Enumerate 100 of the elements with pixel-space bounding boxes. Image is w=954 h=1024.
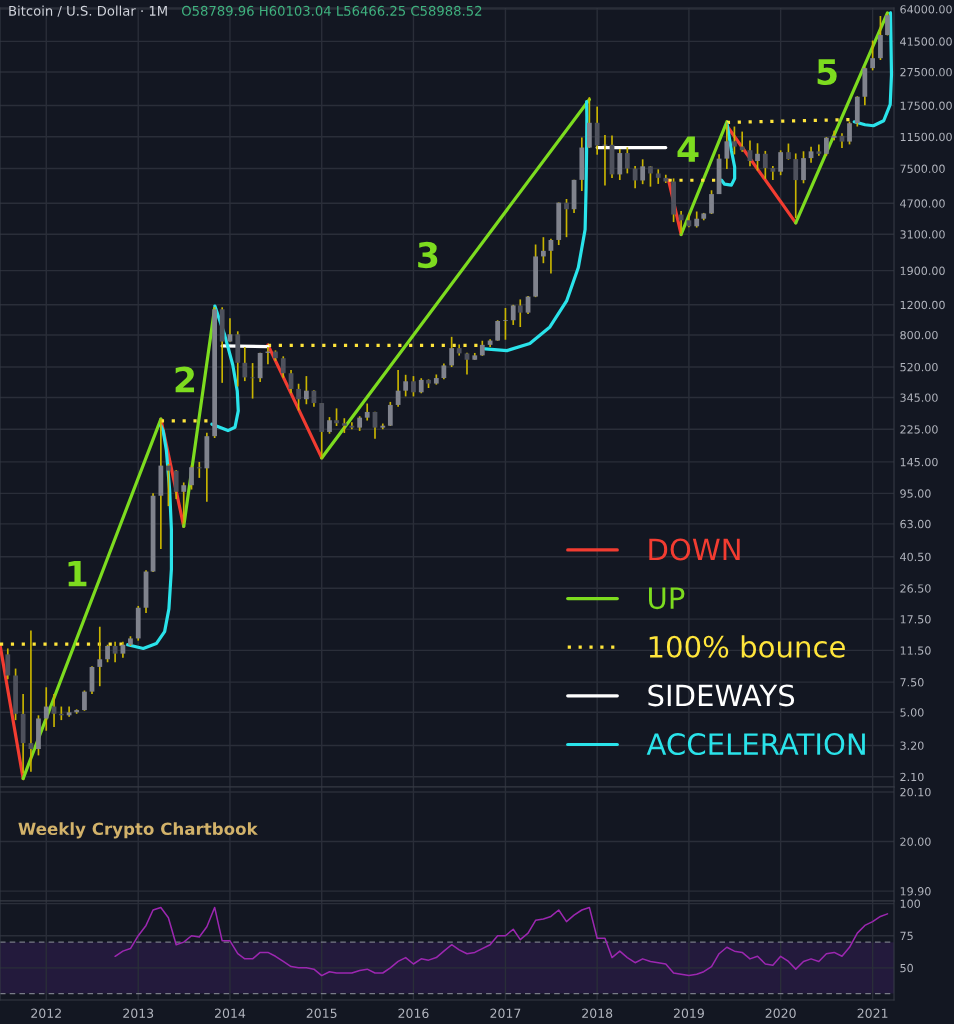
y-tick-label: 5.00 (900, 708, 924, 717)
candlestick (449, 335, 455, 368)
candlestick (227, 317, 233, 343)
candlestick (181, 481, 187, 525)
annotation: 5 (817, 59, 837, 86)
x-tick-label: 2018 (582, 1008, 613, 1019)
candlestick (517, 298, 523, 328)
candlestick (5, 647, 11, 681)
y-tick-label: 17.50 (900, 615, 931, 624)
candlestick (564, 198, 569, 239)
y-tick-label: 27500.00 (900, 67, 952, 77)
candlestick (387, 401, 393, 427)
x-tick-label: 2012 (31, 1008, 61, 1019)
y-tick-label: 41500.00 (900, 37, 952, 46)
x-tick-label: 2020 (765, 1008, 796, 1019)
candlestick (403, 373, 409, 398)
annotation: Weekly Crypto Chartbook (18, 822, 258, 839)
candlestick (847, 120, 852, 146)
y-tick-label: 20.10 (900, 787, 931, 797)
y-tick-label: 64000.00 (900, 5, 952, 14)
y-tick-label: 4700.00 (900, 199, 945, 208)
candlestick (632, 165, 638, 190)
candlestick (82, 689, 87, 712)
candlestick (824, 136, 829, 157)
legend-label: UP (649, 587, 685, 610)
candlestick (296, 382, 301, 412)
candlestick (303, 375, 309, 406)
candlestick (189, 464, 194, 491)
candlestick (341, 417, 347, 434)
candlestick (624, 146, 630, 175)
candlestick (762, 150, 768, 180)
y-tick-label: 95.00 (900, 489, 931, 498)
candlestick (242, 346, 248, 382)
y-tick-label: 1900.00 (900, 266, 945, 276)
x-tick-label: 2019 (673, 1008, 704, 1019)
candlestick (678, 210, 684, 235)
candlestick (793, 152, 799, 219)
legend-label: 100% bounce (649, 635, 845, 658)
candlestick (648, 165, 653, 188)
candlestick (541, 236, 546, 265)
y-tick-label: 800.00 (900, 330, 938, 340)
x-tick-label: 2014 (214, 1008, 246, 1019)
candlestick (617, 148, 623, 181)
annotation: 2 (175, 366, 195, 393)
candlestick (709, 189, 714, 215)
chart-subtitle: O58789.96 H60103.04 L56466.25 C58988.52 (181, 5, 482, 16)
y-tick-label: 7500.00 (900, 164, 945, 173)
annotation: 4 (677, 136, 699, 162)
candlestick (173, 469, 179, 500)
x-tick-label: 2021 (857, 1008, 888, 1019)
y-tick-label: 520.00 (900, 362, 938, 372)
candlestick (594, 105, 600, 156)
candlestick (801, 150, 806, 185)
candlestick (755, 142, 760, 172)
y-tick-label: 225.00 (900, 425, 938, 434)
candlestick (280, 355, 286, 379)
y-tick-label: 19.90 (900, 887, 931, 896)
candlestick (602, 134, 608, 187)
y-tick-label: 75 (900, 931, 913, 941)
candlestick (870, 39, 876, 72)
candlestick (878, 15, 883, 61)
y-tick-label: 20.00 (900, 837, 931, 846)
candlestick (640, 158, 646, 185)
chart-title: Bitcoin / U.S. Dollar · 1M (9, 5, 167, 17)
y-tick-label: 145.00 (900, 457, 938, 467)
candlestick (411, 375, 416, 398)
x-tick-label: 2013 (123, 1008, 154, 1019)
candlestick (503, 307, 508, 341)
y-tick-label: 3100.00 (900, 230, 945, 239)
candlestick (97, 625, 103, 688)
y-tick-label: 50 (900, 963, 913, 973)
x-tick-label: 2016 (398, 1008, 429, 1019)
y-tick-label: 17500.00 (900, 101, 952, 110)
candlestick (250, 362, 255, 400)
x-tick-label: 2017 (490, 1008, 521, 1019)
y-tick-label: 1200.00 (900, 300, 945, 310)
x-tick-label: 2015 (306, 1008, 337, 1019)
annotation: 3 (418, 241, 438, 269)
candlestick (395, 369, 401, 408)
y-tick-label: 11.50 (900, 646, 931, 655)
legend-label: ACCELERATION (646, 733, 865, 756)
candlestick (166, 463, 171, 507)
legend-label: SIDEWAYS (648, 684, 795, 707)
candlestick (196, 461, 202, 479)
y-tick-label: 2.10 (900, 772, 924, 782)
candlestick (778, 149, 784, 177)
y-tick-label: 3.20 (900, 741, 924, 750)
y-tick-label: 26.50 (900, 584, 931, 593)
candlestick (732, 125, 737, 156)
y-tick-label: 40.50 (900, 552, 931, 562)
legend-label: DOWN (649, 538, 740, 561)
candlestick (816, 143, 822, 157)
candlestick (495, 319, 501, 342)
y-tick-label: 11500.00 (900, 132, 952, 142)
candlestick (724, 121, 730, 170)
y-tick-label: 7.50 (900, 678, 924, 687)
line-series (114, 906, 889, 977)
annotation: 1 (68, 560, 87, 587)
candlestick (43, 686, 49, 732)
y-tick-label: 345.00 (900, 393, 938, 402)
